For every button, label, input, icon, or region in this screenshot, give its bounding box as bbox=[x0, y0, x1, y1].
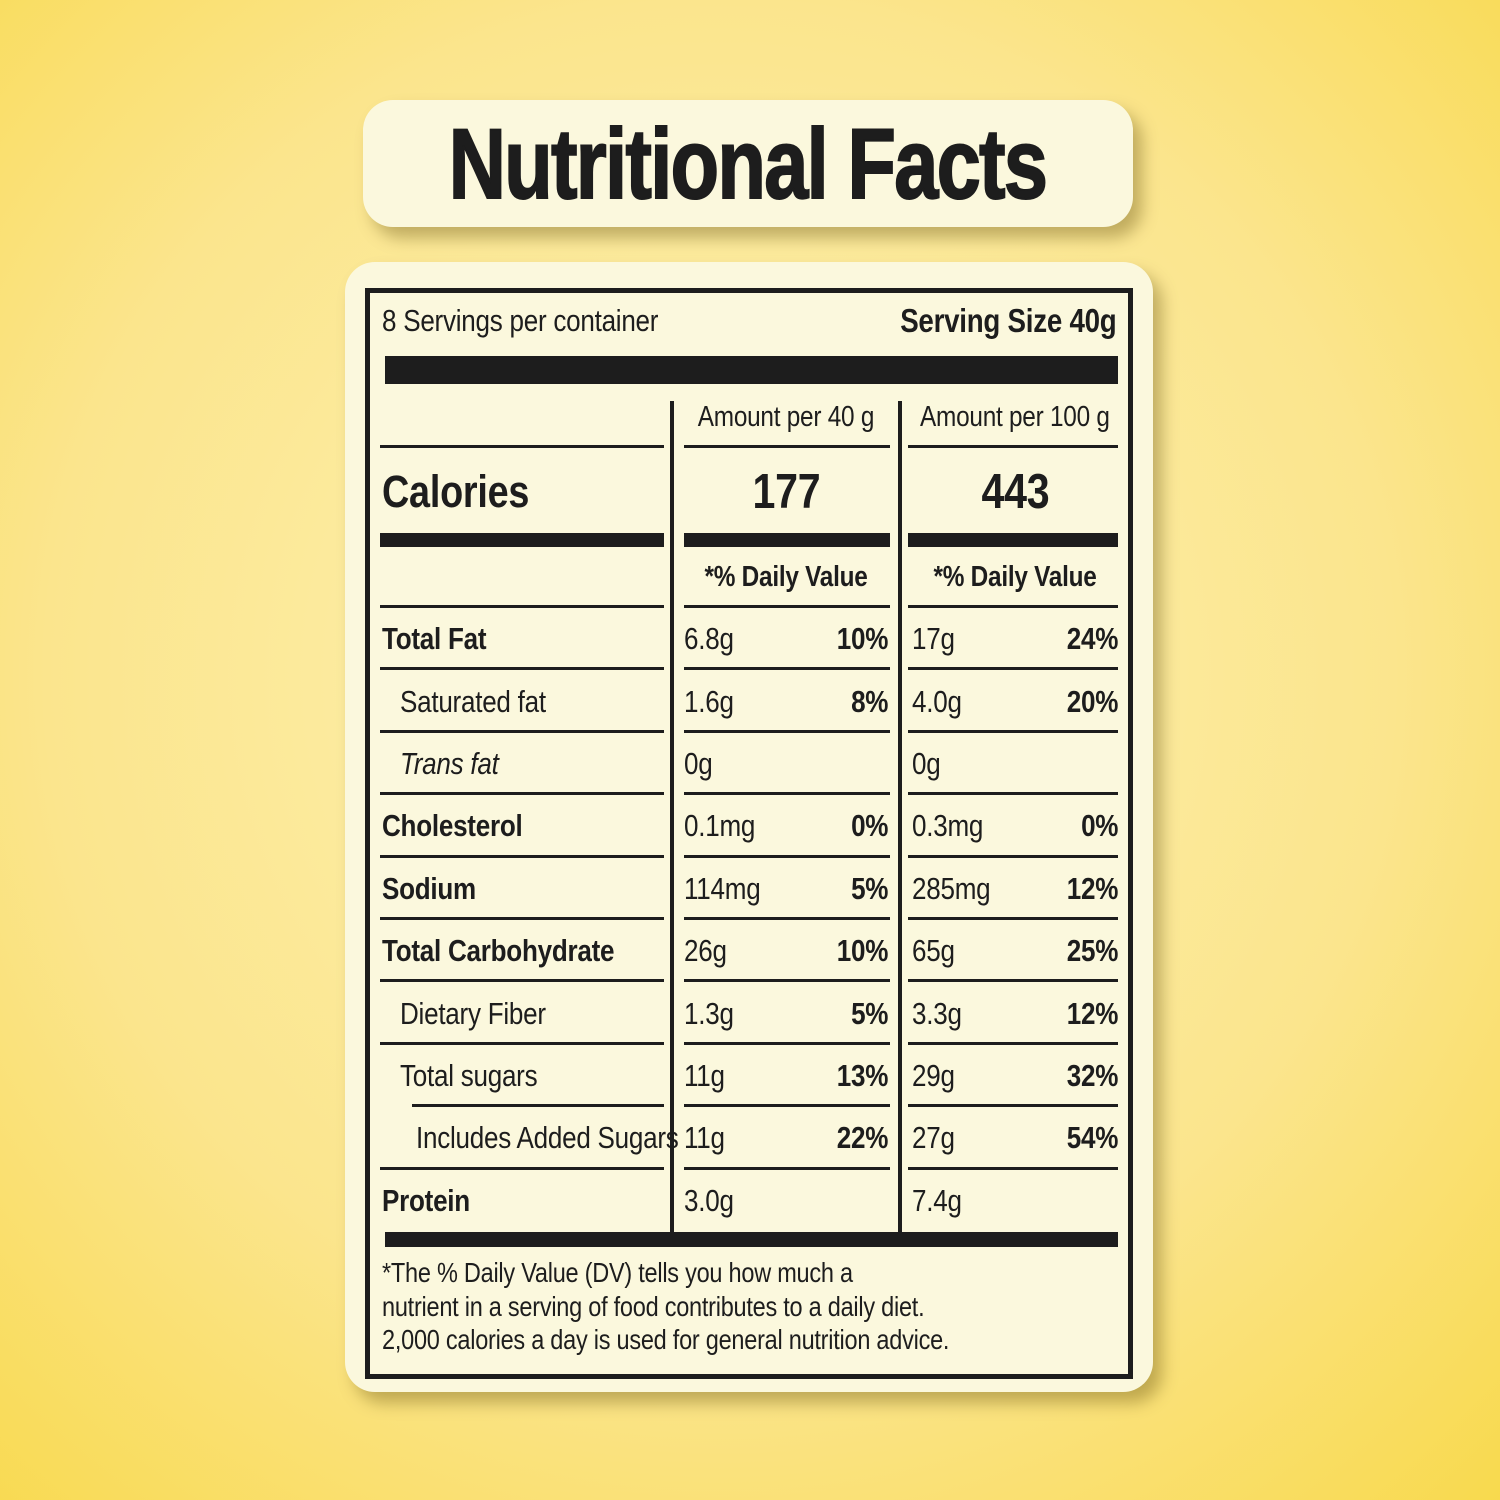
dv-40g: 0% bbox=[850, 808, 888, 844]
title-banner: Nutritional Facts bbox=[363, 100, 1133, 227]
table-row-added-sugars: Includes Added Sugars 11g 22% 27g 54% bbox=[370, 1107, 1128, 1170]
nutrition-facts-table: 8 Servings per container Serving Size 40… bbox=[365, 288, 1133, 1379]
amount-100g: 29g bbox=[912, 1057, 955, 1093]
dv-40g: 10% bbox=[836, 933, 889, 969]
daily-value-header-100g: *% Daily Value bbox=[933, 560, 1097, 593]
table-row-total-sugars: Total sugars 11g 13% 29g 32% bbox=[370, 1045, 1128, 1108]
dv-100g: 20% bbox=[1066, 683, 1119, 719]
daily-value-header-40g: *% Daily Value bbox=[704, 560, 868, 593]
amount-100g: 65g bbox=[912, 933, 955, 969]
table-row-protein: Protein 3.0g 7.4g bbox=[370, 1170, 1128, 1232]
amount-100g: 27g bbox=[912, 1120, 955, 1156]
dv-100g: 12% bbox=[1066, 870, 1119, 906]
calories-per-40g: 177 bbox=[752, 465, 820, 519]
bottom-divider-bar bbox=[385, 1232, 1118, 1247]
top-divider-bar bbox=[385, 356, 1118, 384]
amount-40g: 0.1mg bbox=[684, 808, 756, 844]
amount-100g: 0g bbox=[912, 745, 941, 781]
servings-per-container: 8 Servings per container bbox=[382, 303, 659, 338]
dv-100g: 54% bbox=[1066, 1120, 1119, 1156]
column-header-per-100g: Amount per 100 g bbox=[920, 401, 1110, 433]
amount-100g: 0.3mg bbox=[912, 808, 984, 844]
serving-size: Serving Size 40g bbox=[899, 302, 1117, 339]
dv-40g: 13% bbox=[836, 1057, 889, 1093]
amount-100g: 285mg bbox=[912, 870, 991, 906]
nutrient-label: Cholesterol bbox=[382, 808, 523, 844]
dv-40g: 22% bbox=[836, 1120, 889, 1156]
table-row-trans-fat: Trans fat 0g 0g bbox=[370, 733, 1128, 796]
amount-40g: 11g bbox=[684, 1057, 725, 1093]
amount-100g: 17g bbox=[912, 621, 955, 657]
amount-100g: 4.0g bbox=[912, 683, 962, 719]
amount-40g: 11g bbox=[684, 1120, 725, 1156]
page-title: Nutritional Facts bbox=[448, 107, 1049, 220]
nutrient-rows: Total Fat 6.8g 10% 17g 24% Saturated fat 1… bbox=[370, 608, 1128, 1232]
amount-40g: 1.3g bbox=[684, 995, 734, 1031]
nutrient-label: Trans fat bbox=[400, 745, 499, 781]
nutrient-label: Saturated fat bbox=[400, 683, 546, 719]
amount-40g: 114mg bbox=[684, 870, 761, 906]
nutrient-label: Includes Added Sugars bbox=[416, 1120, 679, 1156]
amount-40g: 26g bbox=[684, 933, 727, 969]
table-row-dietary-fiber: Dietary Fiber 1.3g 5% 3.3g 12% bbox=[370, 982, 1128, 1045]
amount-40g: 0g bbox=[684, 745, 713, 781]
dv-100g: 24% bbox=[1066, 621, 1119, 657]
dv-40g: 5% bbox=[850, 995, 888, 1031]
nutrient-label: Total Fat bbox=[382, 621, 487, 657]
table-row-cholesterol: Cholesterol 0.1mg 0% 0.3mg 0% bbox=[370, 795, 1128, 858]
table-row-saturated-fat: Saturated fat 1.6g 8% 4.0g 20% bbox=[370, 670, 1128, 733]
nutrient-label: Total Carbohydrate bbox=[382, 933, 615, 969]
nutrient-label: Protein bbox=[382, 1182, 470, 1218]
column-divider-1 bbox=[670, 401, 674, 1232]
nutrition-facts-card: 8 Servings per container Serving Size 40… bbox=[345, 262, 1153, 1392]
daily-value-footnote: *The % Daily Value (DV) tells you how mu… bbox=[382, 1257, 950, 1355]
calories-label: Calories bbox=[382, 466, 530, 517]
table-row-sodium: Sodium 114mg 5% 285mg 12% bbox=[370, 858, 1128, 920]
table-row-total-carbohydrate: Total Carbohydrate 26g 10% 65g 25% bbox=[370, 920, 1128, 983]
dv-100g: 32% bbox=[1066, 1057, 1119, 1093]
nutrient-label: Sodium bbox=[382, 870, 476, 906]
amount-40g: 1.6g bbox=[684, 683, 734, 719]
dv-100g: 25% bbox=[1066, 933, 1119, 969]
dv-40g: 5% bbox=[850, 870, 888, 906]
amount-40g: 3.0g bbox=[684, 1182, 734, 1218]
dv-100g: 12% bbox=[1066, 995, 1119, 1031]
calories-per-100g: 443 bbox=[981, 465, 1049, 519]
amount-100g: 3.3g bbox=[912, 995, 962, 1031]
column-header-per-40g: Amount per 40 g bbox=[697, 401, 875, 433]
dv-40g: 8% bbox=[850, 683, 888, 719]
column-divider-2 bbox=[898, 401, 902, 1232]
serving-row: 8 Servings per container Serving Size 40… bbox=[382, 299, 1116, 343]
table-row-total-fat: Total Fat 6.8g 10% 17g 24% bbox=[370, 608, 1128, 671]
nutrient-label: Total sugars bbox=[400, 1057, 538, 1093]
dv-40g: 10% bbox=[836, 621, 889, 657]
dv-100g: 0% bbox=[1080, 808, 1118, 844]
amount-100g: 7.4g bbox=[912, 1182, 962, 1218]
nutrient-label: Dietary Fiber bbox=[400, 995, 546, 1031]
amount-40g: 6.8g bbox=[684, 621, 734, 657]
